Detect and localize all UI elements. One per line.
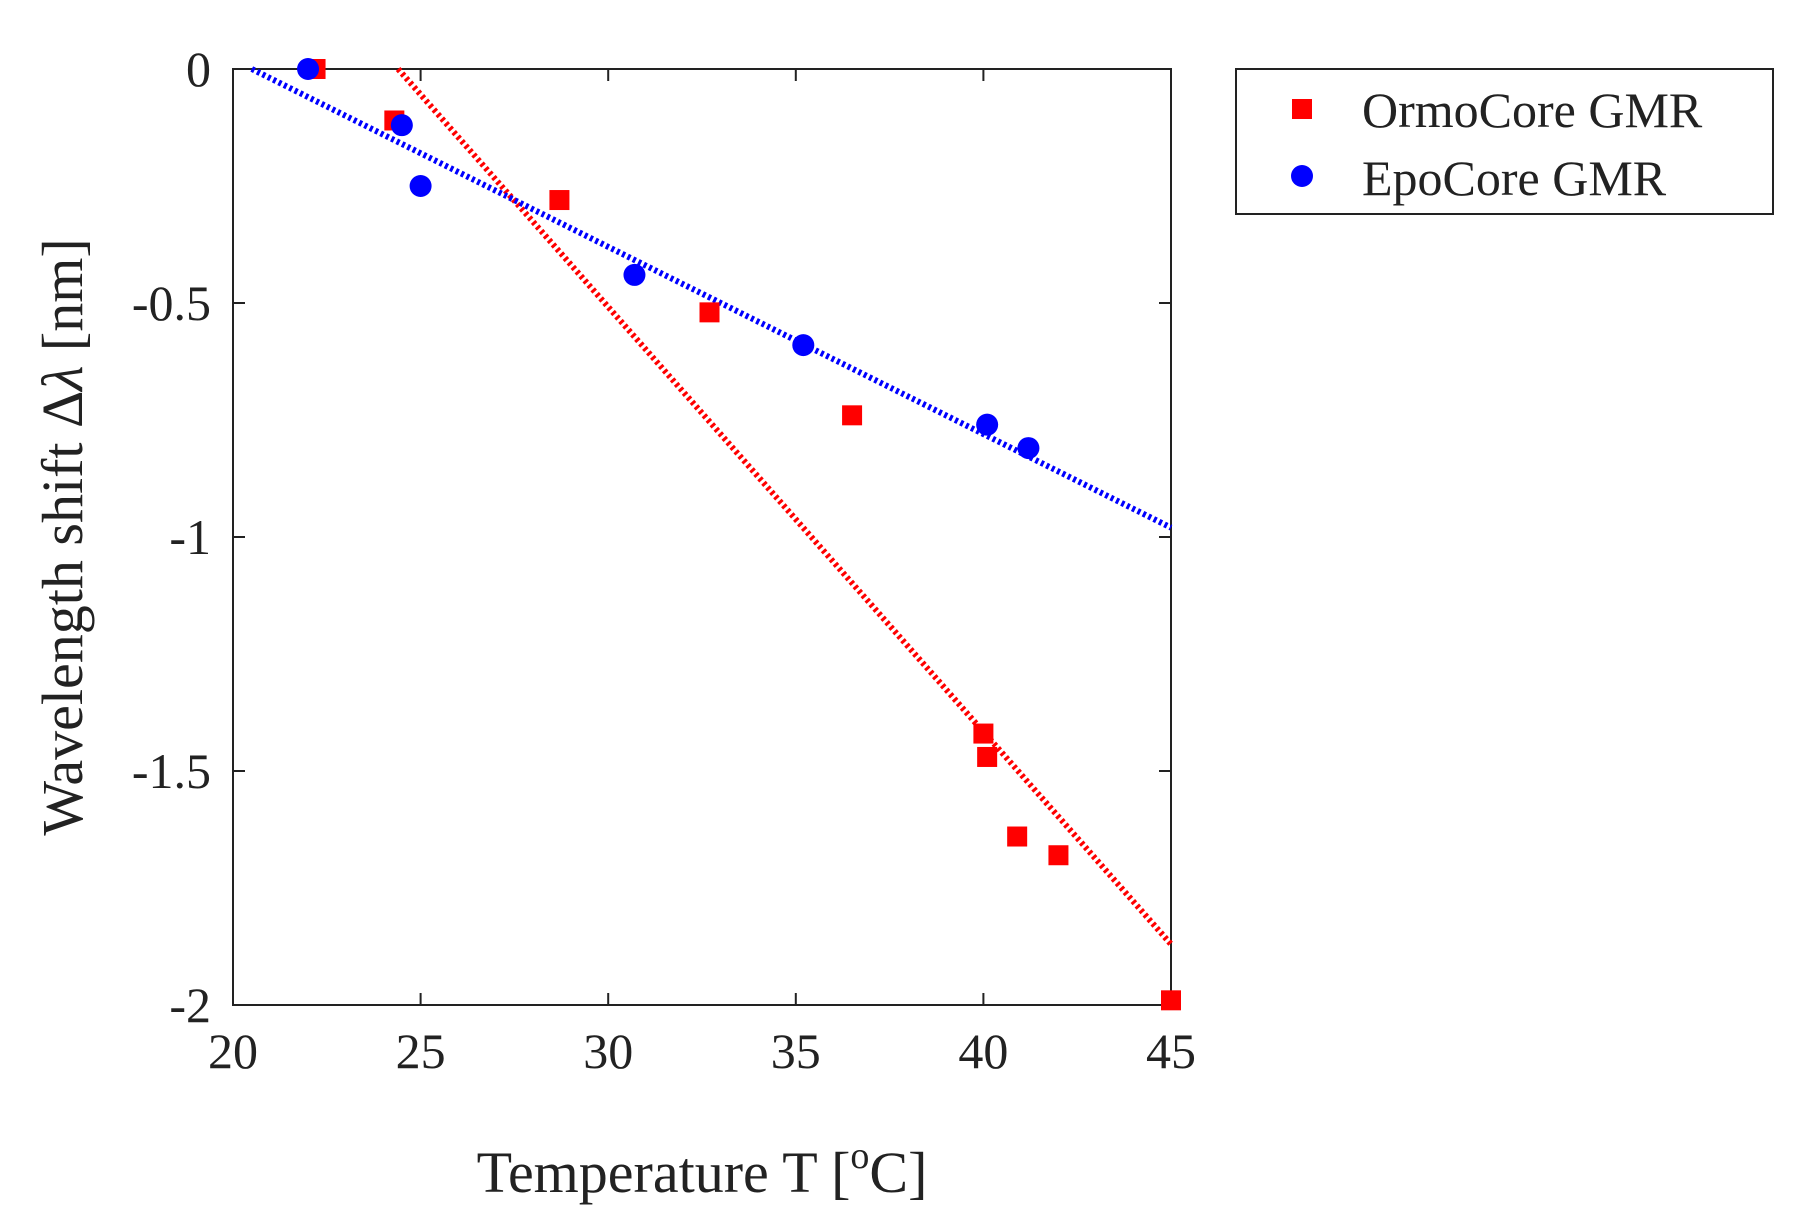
ormocore-gmr-point [977,746,998,767]
x-tick-label: 30 [583,1023,633,1079]
ormocore-gmr-point [1048,845,1069,866]
tick-labels: 20 25 30 35 40 45 0 -0.5 -1 -1.5 -2 [132,41,1196,1079]
ormocore-gmr-point [699,302,720,323]
x-axis-label: Temperature T [oC] [477,1135,928,1205]
ormocore-gmr-fit-line [395,67,1174,947]
legend: OrmoCore GMR EpoCore GMR [1235,68,1774,215]
x-tick-label: 20 [208,1023,258,1079]
plot-area [232,58,1181,1011]
ormocore-gmr-point [973,723,994,744]
epocore-gmr-point [976,413,999,436]
ormocore-gmr-point [1161,990,1181,1011]
epocore-gmr-point [623,263,646,286]
ormocore-gmr-point [1007,826,1028,847]
epocore-gmr-point [409,175,432,197]
fit-lines [250,66,1174,947]
ormocore-gmr-point [842,405,863,426]
epocore-gmr-point [297,58,320,80]
legend-box [1235,68,1774,215]
x-tick-label: 35 [771,1023,821,1079]
x-tick-label: 45 [1146,1023,1196,1079]
epocore-gmr-point [792,334,815,357]
plot-frame [232,68,1172,1006]
y-tick-label: -1 [169,509,211,565]
y-tick-label: -0.5 [132,275,211,331]
epocore-gmr-point [390,114,413,137]
epocore-gmr-point [1017,437,1040,460]
y-tick-label: -2 [169,977,211,1033]
x-tick-label: 40 [958,1023,1008,1079]
y-tick-label: 0 [186,41,211,97]
legend-label-ormocore: OrmoCore GMR [1362,82,1703,138]
data-markers [297,58,1181,1011]
legend-label-epocore: EpoCore GMR [1362,150,1667,206]
ormocore-gmr-point [549,190,570,211]
y-tick-label: -1.5 [132,743,211,799]
x-tick-label: 25 [396,1023,446,1079]
legend-marker-epocore [1291,165,1313,187]
legend-marker-ormocore [1292,99,1312,119]
y-axis-label: Wavelength shift Δλ [nm] [30,238,95,835]
